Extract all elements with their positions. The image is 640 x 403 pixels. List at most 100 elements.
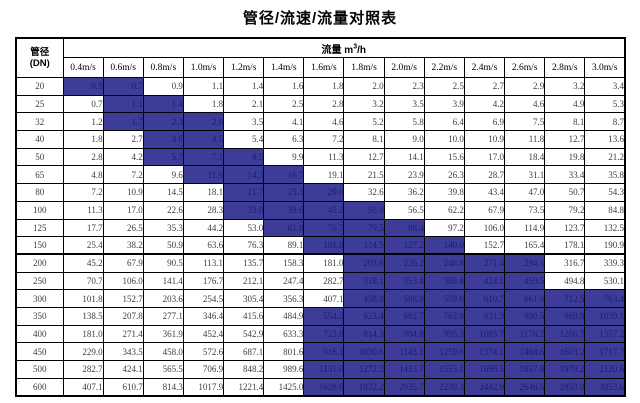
flow-value-cell: 181.0 (303, 253, 345, 273)
flow-value-cell: 1.6 (263, 77, 305, 96)
flow-value-cell: 1555.1 (423, 360, 465, 379)
flow-value-cell: 1145.1 (383, 342, 425, 361)
table-row: 40 1.8 2.7 3.6 4.5 5.4 6.3 7.2 8.1 9.0 10.0 10.9 11.… (15, 130, 626, 149)
flow-value-cell: 1.1 (102, 94, 144, 114)
flow-value-cell: 54.3 (584, 183, 626, 202)
flow-value-cell: 831.3 (463, 306, 506, 326)
flow-value-cell: 316.7 (544, 253, 586, 273)
flow-value-cell: 1221.4 (223, 377, 265, 397)
table-row: 32 1.2 1.7 2.3 2.9 3.5 4.1 4.6 5.2 5.8 6.4 6.9 7.5 8.… (15, 112, 626, 132)
flow-value-cell: 706.9 (182, 360, 225, 379)
flow-value-cell: 165.4 (504, 236, 546, 255)
flow-value-cell: 2239.3 (423, 377, 465, 397)
flow-value-cell: 101.8 (62, 289, 104, 308)
pipe-flow-table: 管径 (DN) 流量 m3/h 0.4m/s 0.6m/s 0.8m/s 1.0m/s… (15, 37, 626, 397)
flow-value-cell: 33.9 (223, 200, 265, 220)
dn-cell: 32 (15, 112, 64, 132)
flow-value-cell: 424.1 (463, 271, 506, 291)
flow-value-cell: 43.4 (463, 183, 506, 202)
flow-value-cell: 1085.7 (463, 324, 506, 344)
flow-value-cell: 4.6 (504, 94, 546, 114)
dn-cell: 450 (15, 342, 64, 361)
flow-value-cell: 88.4 (383, 218, 425, 238)
velocity-header: 1.2m/s (223, 57, 265, 78)
velocity-header: 2.6m/s (504, 57, 546, 78)
flow-value-cell: 305.4 (223, 289, 265, 308)
flow-value-cell: 1131.0 (303, 360, 345, 379)
flow-value-cell: 2.9 (182, 112, 225, 132)
flow-value-cell: 801.6 (263, 342, 305, 361)
dn-header-line2: (DN) (29, 58, 50, 69)
flow-value-cell: 176.7 (182, 271, 225, 291)
flow-value-cell: 4.5 (182, 130, 225, 149)
table-row: 500 282.7 424.1 565.5 706.9 848.2 989.6 1131.0 1… (15, 360, 626, 379)
flow-value-cell: 7.2 (62, 183, 104, 202)
flow-value-cell: 84.8 (584, 200, 626, 220)
flow-value-cell: 1357.2 (584, 324, 626, 344)
flow-value-cell: 23.9 (383, 165, 425, 185)
flow-value-cell: 36.2 (383, 183, 425, 202)
flow-value-cell: 814.3 (343, 324, 385, 344)
table-row: 250 70.7 106.0 141.4 176.7 212.1 247.4 282.7 318… (15, 271, 626, 291)
flow-value-cell: 1.7 (102, 112, 144, 132)
flow-value-cell: 8.1 (343, 130, 385, 149)
flow-value-cell: 2850.0 (544, 377, 586, 397)
flow-value-cell: 190.9 (584, 236, 626, 255)
flow-value-cell: 1.2 (62, 112, 104, 132)
flow-value-cell: 458.0 (142, 342, 184, 361)
table-row: 65 4.8 7.2 9.6 11.9 14.3 16.7 19.1 21.5 23.9 26.3 2… (15, 165, 626, 185)
flow-value-cell: 79.5 (343, 218, 385, 238)
flow-value-cell: 424.1 (102, 360, 144, 379)
flow-value-cell: 15.6 (423, 147, 465, 167)
flow-value-cell: 900.5 (504, 306, 546, 326)
flow-value-cell: 3.4 (584, 77, 626, 96)
flow-value-cell: 1272.3 (343, 360, 385, 379)
flow-value-cell: 11.3 (62, 200, 104, 220)
flow-value-cell: 132.5 (584, 218, 626, 238)
flow-value-cell: 508.9 (383, 289, 425, 308)
flow-value-cell: 2.8 (62, 147, 104, 167)
flow-value-cell: 25.3 (263, 183, 305, 202)
flow-value-cell: 114.5 (343, 236, 385, 255)
flow-value-cell: 203.6 (343, 253, 385, 273)
flow-value-cell: 848.2 (223, 360, 265, 379)
dn-cell: 300 (15, 289, 64, 308)
flow-value-cell: 45.2 (62, 253, 104, 273)
flow-value-cell: 1837.8 (504, 360, 546, 379)
flow-value-cell: 8.5 (223, 147, 265, 167)
flow-value-cell: 16.7 (263, 165, 305, 185)
flow-value-cell: 572.6 (182, 342, 225, 361)
dn-cell: 600 (15, 377, 64, 397)
flow-value-cell: 388.8 (423, 271, 465, 291)
flow-value-cell: 1488.6 (504, 342, 546, 361)
flow-value-cell: 1017.9 (182, 377, 225, 397)
velocity-header: 1.6m/s (303, 57, 345, 78)
flow-value-cell: 1259.6 (423, 342, 465, 361)
velocity-header: 1.0m/s (182, 57, 225, 78)
flow-value-cell: 247.4 (263, 271, 305, 291)
flow-value-cell: 415.6 (223, 306, 265, 326)
flow-value-cell: 3.2 (544, 77, 586, 96)
velocity-header: 1.4m/s (263, 57, 305, 78)
flow-value-cell: 1.4 (142, 94, 184, 114)
flow-value-cell: 135.7 (223, 253, 265, 273)
flow-value-cell: 28.7 (463, 165, 506, 185)
flow-unit-tail: /h (357, 44, 366, 56)
flow-value-cell: 4.6 (303, 112, 345, 132)
flow-value-cell: 127.2 (383, 236, 425, 255)
flow-value-cell: 76.3 (223, 236, 265, 255)
flow-value-cell: 723.8 (303, 324, 345, 344)
header-row-velocities: 0.4m/s 0.6m/s 0.8m/s 1.0m/s 1.2m/s 1.4m/s 1.6m… (16, 57, 626, 78)
velocity-header: 3.0m/s (584, 57, 626, 78)
flow-value-cell: 7.5 (504, 112, 546, 132)
dn-cell: 350 (15, 306, 64, 326)
dn-header-line1: 管径 (30, 47, 50, 58)
flow-value-cell: 1603.2 (544, 342, 586, 361)
flow-value-cell: 565.5 (142, 360, 184, 379)
flow-value-cell: 712.5 (544, 289, 586, 308)
flow-value-cell: 271.4 (463, 253, 506, 273)
flow-value-cell: 21.2 (584, 147, 626, 167)
table-row: 20 0.5 0.7 0.9 1.1 1.4 1.6 1.8 2.0 2.3 2.5 2.7 2.9 3.… (15, 77, 626, 96)
flow-value-cell: 9.6 (142, 165, 184, 185)
table-row: 450 229.0 343.5 458.0 572.6 687.1 801.6 916.1 10… (15, 342, 626, 361)
